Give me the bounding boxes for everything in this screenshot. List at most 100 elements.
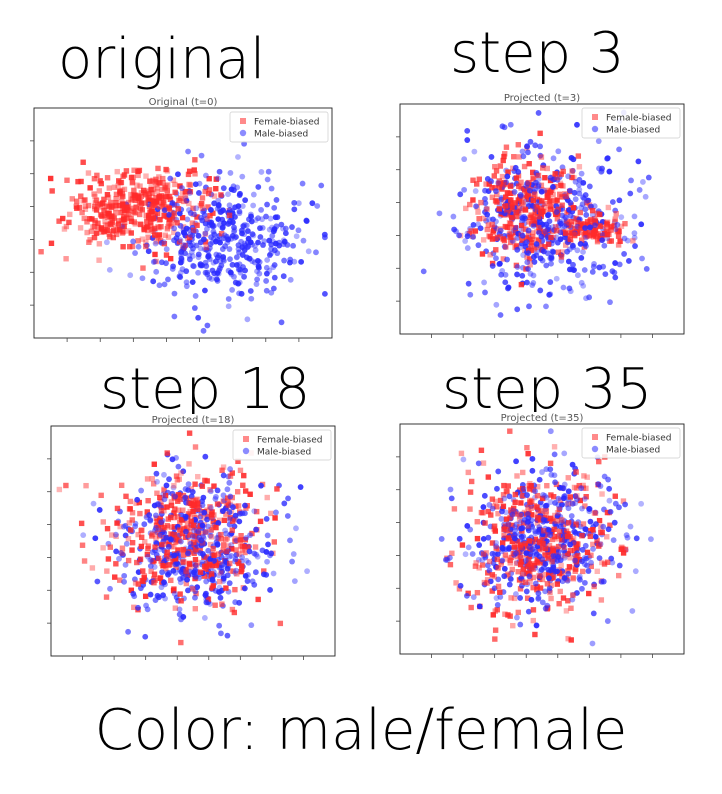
male-point xyxy=(322,234,328,241)
female-point xyxy=(223,585,229,591)
male-point xyxy=(529,282,536,289)
male-point xyxy=(524,492,530,498)
male-point xyxy=(210,223,216,230)
female-point xyxy=(177,533,183,539)
label-step-35: step 35 xyxy=(442,357,653,422)
male-point xyxy=(606,497,613,504)
female-point xyxy=(135,531,141,538)
male-point xyxy=(621,251,627,257)
female-point xyxy=(154,490,160,496)
female-point xyxy=(468,604,474,611)
female-point xyxy=(170,177,177,183)
female-point xyxy=(507,183,514,190)
male-point xyxy=(493,543,499,550)
male-point xyxy=(216,168,223,175)
male-point xyxy=(223,555,229,562)
female-point xyxy=(551,533,558,540)
female-point xyxy=(565,598,571,604)
male-point xyxy=(195,269,201,276)
male-point xyxy=(624,534,631,541)
male-point xyxy=(96,507,103,513)
female-point xyxy=(100,200,106,206)
female-point xyxy=(530,175,536,181)
female-point xyxy=(128,191,134,198)
female-point xyxy=(103,222,109,228)
female-point xyxy=(534,586,540,593)
female-point xyxy=(593,233,599,239)
male-point xyxy=(567,541,574,548)
female-point xyxy=(115,183,121,189)
female-point xyxy=(175,538,181,544)
female-point xyxy=(490,612,496,618)
female-point xyxy=(128,197,134,203)
male-point xyxy=(526,573,533,580)
male-point xyxy=(464,245,471,251)
male-point xyxy=(550,155,557,162)
female-point xyxy=(229,470,235,476)
male-point xyxy=(309,200,316,207)
male-point xyxy=(565,505,572,512)
female-point xyxy=(172,189,178,196)
female-point xyxy=(482,520,488,526)
female-point xyxy=(491,225,497,231)
male-point xyxy=(154,478,160,485)
female-point xyxy=(131,604,137,611)
male-point xyxy=(464,233,471,240)
male-point xyxy=(484,562,491,569)
female-point xyxy=(591,510,598,516)
female-point xyxy=(236,551,242,557)
male-point xyxy=(578,485,585,492)
male-point xyxy=(555,495,562,502)
female-point xyxy=(622,220,628,227)
female-point xyxy=(547,203,554,210)
female-point xyxy=(135,168,141,175)
female-point xyxy=(205,596,212,602)
female-point xyxy=(163,166,169,173)
female-point xyxy=(151,461,157,467)
male-point xyxy=(602,271,609,277)
male-point xyxy=(464,137,471,143)
female-point xyxy=(489,185,495,191)
male-point xyxy=(163,246,170,253)
female-point xyxy=(574,493,580,499)
male-point xyxy=(555,148,562,155)
male-point xyxy=(150,278,157,285)
female-point xyxy=(104,191,111,198)
female-point xyxy=(147,178,153,184)
female-point xyxy=(500,157,506,164)
female-point xyxy=(120,244,126,250)
female-point xyxy=(145,227,151,234)
male-point xyxy=(217,265,223,272)
female-point xyxy=(225,495,231,501)
female-point xyxy=(167,561,173,568)
female-point xyxy=(134,559,140,566)
male-point xyxy=(202,453,209,460)
male-point xyxy=(254,257,261,264)
female-point xyxy=(535,484,541,490)
female-point xyxy=(564,220,570,226)
male-point xyxy=(590,546,596,552)
male-point xyxy=(253,281,260,287)
female-point xyxy=(544,165,550,172)
male-point xyxy=(543,466,550,473)
male-point xyxy=(184,216,191,223)
female-point xyxy=(233,547,239,553)
female-point xyxy=(107,221,114,227)
female-point xyxy=(215,535,221,541)
female-point xyxy=(171,482,177,489)
male-point xyxy=(187,242,194,249)
male-point xyxy=(616,504,622,511)
female-point xyxy=(528,505,534,511)
male-point xyxy=(273,509,279,516)
female-point xyxy=(480,460,487,466)
female-point xyxy=(542,175,548,181)
female-point xyxy=(589,207,596,214)
female-point xyxy=(163,252,170,258)
male-point xyxy=(235,154,241,160)
male-point xyxy=(493,188,499,195)
male-point xyxy=(285,495,291,502)
female-point xyxy=(102,212,108,219)
male-point xyxy=(518,525,525,532)
male-point xyxy=(527,270,534,277)
female-point xyxy=(525,557,532,563)
